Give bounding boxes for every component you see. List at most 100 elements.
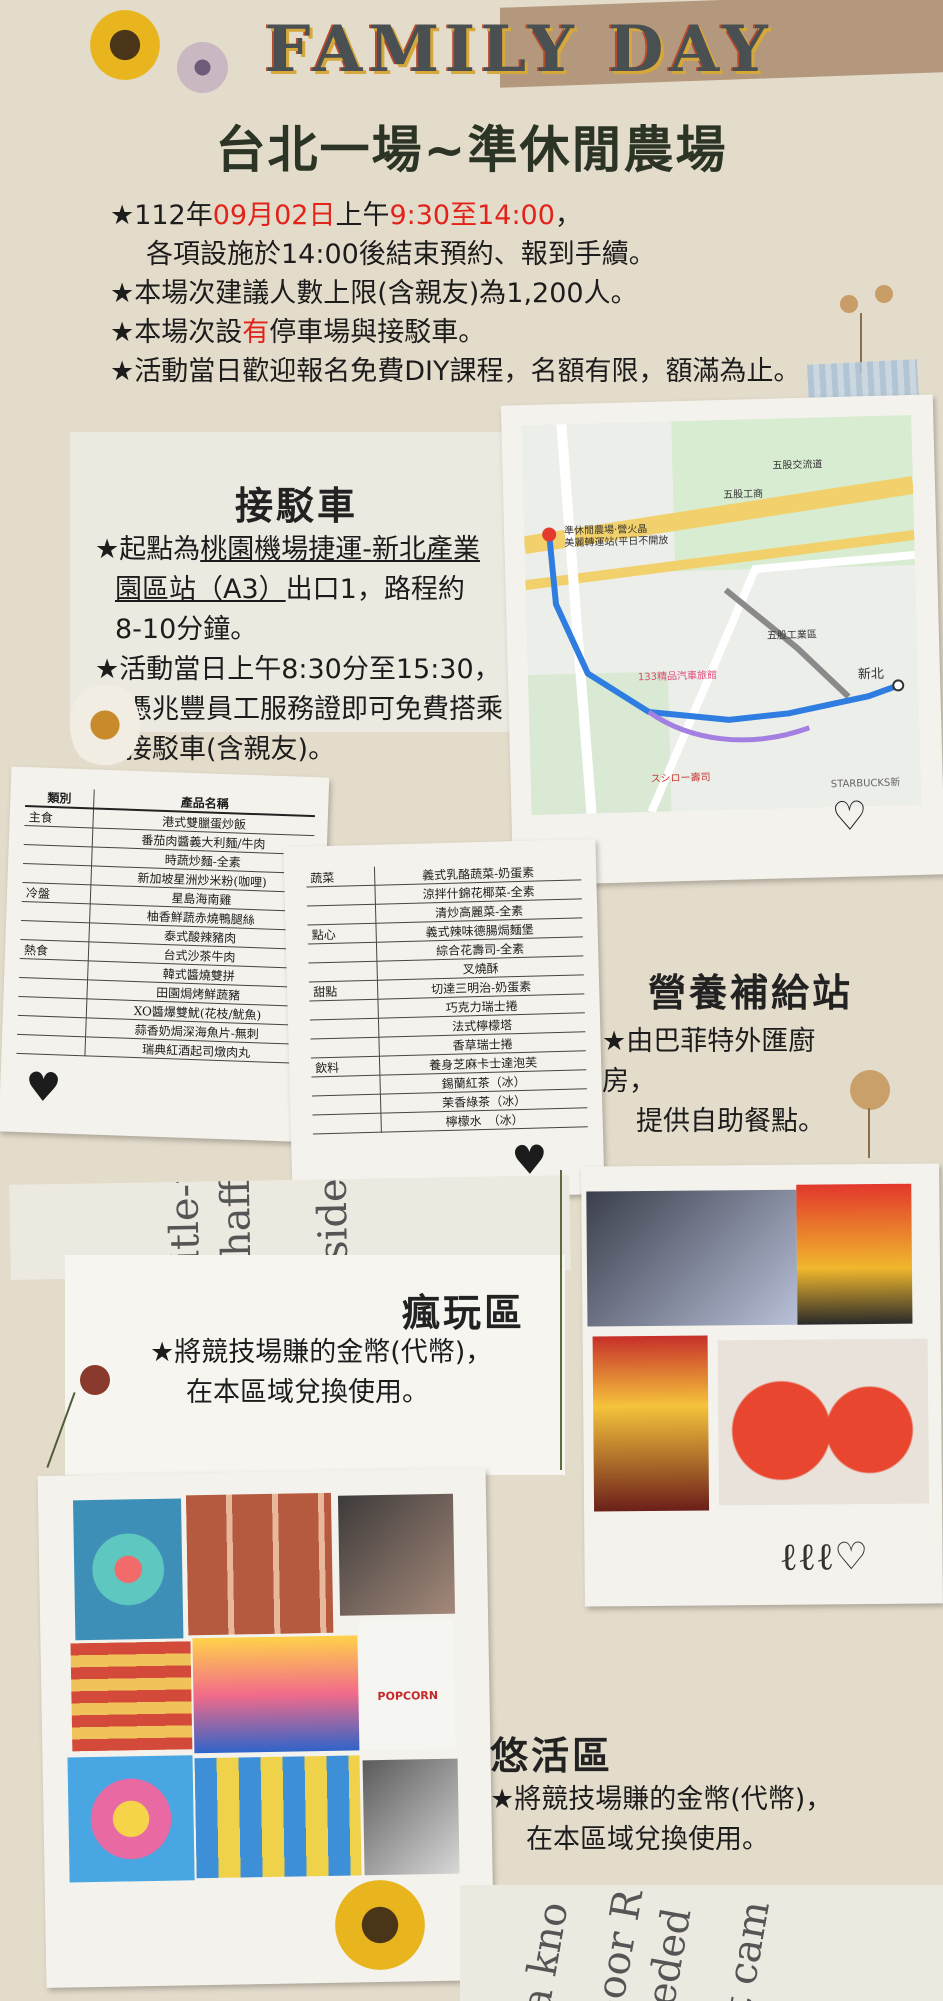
- map-label-station: 新北: [858, 666, 884, 683]
- leisure-line-1: ★將競技場賺的金幣(代幣)，: [490, 1784, 833, 1815]
- leisure-photo-7: [67, 1755, 195, 1883]
- menu-cat: [309, 999, 379, 1021]
- menu-cat: [23, 825, 93, 847]
- map-label-store: STARBUCKS新: [831, 775, 901, 790]
- map-label-road: 五股交流道: [772, 457, 822, 471]
- menu-cat: 飲料: [310, 1056, 380, 1077]
- crazy-title: 瘋玩區: [402, 1290, 526, 1335]
- map-label-hospital: 133精品汽車旅館: [638, 668, 717, 683]
- menu-cat: 冷盤: [21, 882, 91, 904]
- plant-stem-icon: [560, 1170, 562, 1470]
- map-label-farm2: 美麗轉運站(平日不開放: [564, 533, 668, 549]
- menu-cat: [308, 961, 378, 983]
- intro-line4-a: ★本場次設: [110, 317, 243, 348]
- menu-cat: [23, 844, 93, 866]
- menu-cat: [17, 996, 87, 1018]
- map-label-park: 五股工商: [723, 487, 763, 501]
- shuttle-line-6: 接駁車(含親友)。: [125, 734, 336, 765]
- page-title: 台北一場~準休閒農場: [215, 121, 728, 179]
- leisure-photo-6: POPCORN: [358, 1618, 456, 1751]
- menu-cat: [22, 863, 92, 885]
- leisure-card: POPCORN: [37, 1468, 495, 1988]
- shuttle-p1-a: ★起點為: [95, 534, 201, 565]
- leisure-line-2: 在本區域兌換使用。: [526, 1824, 769, 1855]
- menu-cat: 熱食: [19, 939, 89, 961]
- shuttle-station-link[interactable]: 桃園機場捷運-新北產業: [200, 534, 480, 565]
- menu-card-left: 類別 產品名稱 主食 港式雙臘蛋炒飯 番茄肉醬義大利麵/牛肉 時蔬炒麵-全素 新加坡星洲…: [0, 766, 330, 1143]
- arcade-photo-4: [717, 1338, 930, 1506]
- menu-item: 檸檬水 （冰）: [380, 1107, 588, 1133]
- crazy-line-1: ★將競技場賺的金幣(代幣)，: [150, 1337, 493, 1368]
- intro-line4-red: 有: [242, 317, 270, 348]
- sunflower-icon: [335, 1880, 425, 1970]
- menu-cat: [17, 1015, 87, 1037]
- word-4: a kno: [513, 1898, 578, 2001]
- menu-cat: [306, 885, 376, 907]
- popcorn-label: POPCORN: [377, 1688, 439, 1704]
- doodle-icon: ℓℓℓ♡: [779, 1534, 869, 1579]
- intro-line1-a: ★112年: [110, 200, 213, 231]
- menu-cat: [16, 1034, 86, 1056]
- crazy-line-2: 在本區域兌換使用。: [186, 1377, 429, 1408]
- menu-cat: 主食: [24, 806, 94, 828]
- shuttle-line-4: ★活動當日上午8:30分至15:30，: [95, 654, 501, 685]
- leisure-text: ★將競技場賺的金幣(代幣)， 在本區域兌換使用。: [490, 1780, 832, 1860]
- menu-cat: [306, 904, 376, 926]
- intro-line1-b: 上午: [335, 200, 390, 231]
- menu-right-body: 蔬菜 義式乳酪蔬菜-奶蛋素 涼拌什錦花椰菜-全素 清炒高麗菜-全素 點心 義式辣味德腸焗麵…: [305, 861, 588, 1134]
- leisure-photo-5: [192, 1635, 360, 1754]
- leisure-photo-8: [194, 1755, 362, 1879]
- leisure-photo-2: [185, 1492, 334, 1636]
- nutrition-line-1: ★由巴菲特外匯廚: [602, 1026, 816, 1057]
- leisure-photo-1: [72, 1498, 184, 1641]
- dried-flower-icon: [830, 1070, 910, 1160]
- map[interactable]: 準休閒農場·營火晶 美麗轉運站(平日不開放 新北 五股工商 五股工業區 133精…: [521, 414, 922, 816]
- shuttle-paper: [70, 432, 560, 732]
- menu-card-right: 蔬菜 義式乳酪蔬菜-奶蛋素 涼拌什錦花椰菜-全素 清炒高麗菜-全素 點心 義式辣味德腸焗麵…: [283, 838, 605, 1203]
- menu-cat: [309, 1018, 379, 1040]
- shuttle-title: 接駁車: [235, 483, 359, 528]
- word-7: t cam: [714, 1897, 779, 2001]
- leisure-photo-3: [337, 1493, 456, 1616]
- menu-cat: [20, 920, 90, 942]
- shuttle-text: ★起點為桃園機場捷運-新北產業 園區站（A3）出口1，路程約 8-10分鐘。 ★…: [95, 530, 545, 770]
- flower-icon: [175, 40, 230, 95]
- menu-cat: [307, 942, 377, 964]
- menu-cat: 甜點: [308, 980, 378, 1002]
- crazy-text: ★將競技場賺的金幣(代幣)， 在本區域兌換使用。: [150, 1333, 492, 1413]
- menu-cat: [312, 1113, 382, 1134]
- heart-outline-icon: ♡: [831, 793, 869, 841]
- shuttle-station-link-2[interactable]: 園區站（A3）: [115, 574, 286, 605]
- intro-line-4: ★本場次設有停車場與接駁車。: [110, 313, 800, 352]
- map-card: 準休閒農場·營火晶 美麗轉運站(平日不開放 新北 五股工商 五股工業區 133精…: [500, 394, 943, 886]
- rose-icon: [0, 1360, 120, 1470]
- newspaper-strip-bottom: a kno poor R eded t cam: [460, 1885, 943, 2001]
- intro-date: 09月02日: [212, 200, 336, 231]
- arcade-photo-3: [592, 1335, 710, 1512]
- heart-filled-icon: ♥: [24, 1064, 62, 1112]
- shuttle-p1-b: 出口1，路程約: [285, 574, 465, 605]
- nutrition-line-3: 提供自助餐點。: [636, 1106, 825, 1137]
- intro-line1-c: ，: [554, 200, 582, 231]
- menu-cat: [311, 1094, 381, 1115]
- banner-title: FAMILY DAY: [265, 12, 774, 87]
- menu-left-body: 主食 港式雙臘蛋炒飯 番茄肉醬義大利麵/牛肉 時蔬炒麵-全素 新加坡星洲炒米粉(咖哩) 冷…: [16, 806, 315, 1064]
- leisure-photo-4: [70, 1641, 193, 1752]
- arcade-photo-2: [796, 1183, 913, 1325]
- leisure-photo-9: [362, 1758, 460, 1876]
- intro-line-3: ★本場次建議人數上限(含親友)為1,200人。: [110, 278, 638, 309]
- menu-cat: [18, 977, 88, 999]
- intro-line-5: ★活動當日歡迎報名免費DIY課程，名額有限，額滿為止。: [110, 356, 801, 387]
- arcade-card: ℓℓℓ♡: [581, 1163, 943, 1607]
- word-6: eded: [638, 1904, 701, 2001]
- menu-table-right: 蔬菜 義式乳酪蔬菜-奶蛋素 涼拌什錦花椰菜-全素 清炒高麗菜-全素 點心 義式辣味德腸焗麵…: [305, 861, 588, 1134]
- intro-time: 9:30至14:00: [389, 200, 555, 231]
- leisure-title: 悠活區: [490, 1733, 614, 1778]
- intro-text: ★112年09月02日上午9:30至14:00， 各項設施於14:00後結束預約…: [110, 196, 800, 391]
- dried-flower-icon: [830, 285, 910, 375]
- intro-line4-b: 停車場與接駁車。: [269, 317, 486, 348]
- sunflower-icon: [90, 10, 160, 80]
- map-label-district: 五股工業區: [767, 628, 817, 642]
- nutrition-title: 營養補給站: [648, 970, 854, 1015]
- nutrition-line-2: 房，: [602, 1066, 656, 1097]
